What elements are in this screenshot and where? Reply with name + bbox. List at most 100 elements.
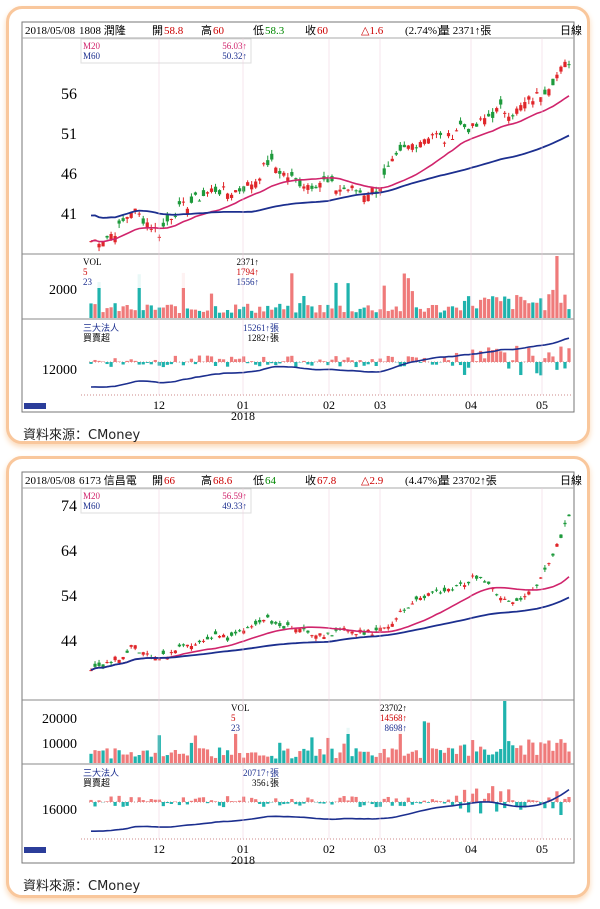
volume-bar bbox=[402, 273, 406, 318]
candle-body bbox=[246, 627, 250, 629]
net-buy-bar bbox=[430, 362, 435, 365]
volume-bar bbox=[519, 745, 523, 763]
ma-legend-value: 56.59↑ bbox=[222, 491, 247, 501]
net-buy-bar bbox=[479, 350, 483, 362]
net-buy-bar bbox=[390, 356, 394, 362]
ma-legend-box bbox=[80, 488, 252, 514]
volume-bar bbox=[338, 752, 342, 763]
candle-body bbox=[563, 522, 567, 525]
volume-bar bbox=[475, 751, 479, 763]
net-buy-bar bbox=[394, 798, 398, 802]
net-buy-bar bbox=[483, 358, 487, 362]
volume-bar bbox=[149, 305, 153, 318]
volume-bar bbox=[422, 311, 426, 318]
net-buy-bar bbox=[242, 356, 246, 362]
net-buy-bar bbox=[270, 362, 274, 364]
volume-bar bbox=[370, 755, 374, 763]
net-buy-bar bbox=[149, 799, 153, 802]
volume-bar bbox=[145, 304, 149, 318]
net-buy-bar bbox=[326, 362, 330, 366]
volume-bar bbox=[531, 302, 535, 318]
candle-body bbox=[173, 650, 177, 654]
ma-legend-name: M20 bbox=[83, 41, 101, 51]
volume-tick-label: 20000 bbox=[42, 712, 77, 727]
volume-bar bbox=[559, 302, 563, 318]
net-buy-bar bbox=[250, 361, 254, 362]
candle-body bbox=[515, 598, 519, 601]
candle-body bbox=[430, 591, 435, 593]
volume-legend-box bbox=[229, 702, 419, 734]
net-buy-bar bbox=[181, 362, 185, 366]
volume-bar bbox=[205, 310, 210, 318]
volume-bar bbox=[189, 742, 194, 763]
volume-bar bbox=[491, 296, 495, 318]
net-buy-bar bbox=[306, 362, 310, 365]
candle-body bbox=[105, 235, 109, 238]
volume-bar bbox=[113, 748, 117, 763]
net-buy-bar bbox=[454, 352, 459, 362]
volume-legend-name: 5 bbox=[83, 267, 88, 277]
volume-bar bbox=[298, 303, 302, 318]
volume-bar bbox=[390, 748, 394, 763]
candle-body bbox=[567, 64, 571, 66]
volume-bar bbox=[282, 750, 286, 763]
volume-bar bbox=[125, 754, 129, 763]
candle-body bbox=[559, 534, 563, 538]
candle-body bbox=[302, 186, 306, 189]
volume-bar bbox=[462, 300, 467, 318]
candle-body bbox=[414, 147, 418, 149]
candle-body bbox=[346, 189, 350, 191]
header-field: 6173 信昌電 bbox=[79, 474, 137, 487]
volume-bar bbox=[117, 750, 121, 763]
institutional-holding-line bbox=[91, 788, 570, 832]
candle-body bbox=[354, 634, 358, 636]
volume-bar bbox=[326, 304, 330, 318]
candle-body bbox=[350, 631, 354, 634]
net-buy-bar bbox=[93, 802, 97, 807]
volume-bar bbox=[342, 743, 346, 763]
candle-body bbox=[495, 108, 499, 112]
candle-body bbox=[274, 167, 278, 173]
volume-bar bbox=[229, 312, 234, 318]
net-buy-bar bbox=[350, 360, 354, 362]
candle-body bbox=[137, 213, 141, 215]
candle-body bbox=[555, 74, 559, 79]
volume-bar bbox=[446, 747, 451, 763]
volume-bar bbox=[362, 751, 366, 763]
volume-bar bbox=[153, 752, 157, 763]
candle-body bbox=[515, 108, 519, 114]
volume-bar bbox=[258, 755, 262, 763]
x-year-label: 2018 bbox=[231, 409, 255, 423]
candle-body bbox=[479, 576, 483, 578]
candle-body bbox=[535, 92, 539, 94]
volume-bar bbox=[527, 739, 531, 763]
net-buy-bar bbox=[234, 359, 238, 362]
volume-bar bbox=[507, 741, 511, 763]
candle-body bbox=[322, 637, 326, 640]
header-field: 量 23702↑張 bbox=[439, 474, 497, 487]
net-buy-bar bbox=[370, 802, 374, 805]
net-buy-bar bbox=[225, 796, 230, 802]
candle-body bbox=[173, 215, 177, 217]
volume-bar bbox=[414, 750, 418, 763]
volume-bar bbox=[225, 750, 230, 763]
candle-body bbox=[326, 632, 330, 634]
candle-body bbox=[414, 596, 418, 600]
header-field: 2018/05/08 bbox=[25, 25, 76, 37]
candle-body bbox=[354, 190, 358, 192]
volume-bar bbox=[491, 754, 495, 763]
volume-bar bbox=[430, 748, 435, 763]
volume-bar bbox=[197, 310, 202, 318]
net-buy-bar bbox=[298, 802, 302, 806]
volume-bar bbox=[442, 310, 447, 318]
candle-body bbox=[479, 118, 483, 120]
net-buy-bar bbox=[418, 802, 422, 804]
volume-bar bbox=[503, 296, 507, 318]
volume-bar bbox=[270, 755, 274, 763]
volume-bar bbox=[93, 750, 97, 763]
candle-body bbox=[446, 133, 451, 137]
candle-body bbox=[145, 653, 149, 655]
net-buy-bar bbox=[169, 362, 173, 365]
net-buy-bar bbox=[189, 358, 194, 362]
ma-legend-value: 56.03↑ bbox=[222, 41, 247, 51]
